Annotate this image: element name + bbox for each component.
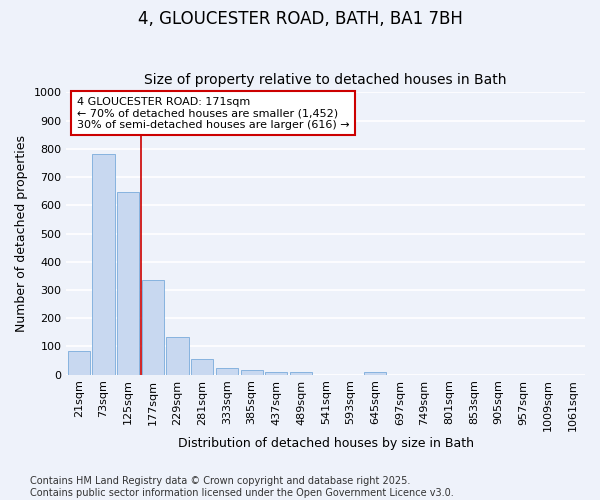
X-axis label: Distribution of detached houses by size in Bath: Distribution of detached houses by size … [178, 437, 474, 450]
Bar [265, 372, 287, 374]
Title: Size of property relative to detached houses in Bath: Size of property relative to detached ho… [145, 73, 507, 87]
Bar [117, 192, 139, 374]
Bar [166, 336, 188, 374]
Bar [68, 352, 90, 374]
Bar [216, 368, 238, 374]
Bar [290, 372, 312, 374]
Y-axis label: Number of detached properties: Number of detached properties [15, 135, 28, 332]
Bar [241, 370, 263, 374]
Text: Contains HM Land Registry data © Crown copyright and database right 2025.
Contai: Contains HM Land Registry data © Crown c… [30, 476, 454, 498]
Bar [92, 154, 115, 374]
Bar [191, 358, 214, 374]
Text: 4, GLOUCESTER ROAD, BATH, BA1 7BH: 4, GLOUCESTER ROAD, BATH, BA1 7BH [137, 10, 463, 28]
Bar [364, 372, 386, 374]
Bar [142, 280, 164, 374]
Text: 4 GLOUCESTER ROAD: 171sqm
← 70% of detached houses are smaller (1,452)
30% of se: 4 GLOUCESTER ROAD: 171sqm ← 70% of detac… [77, 96, 349, 130]
